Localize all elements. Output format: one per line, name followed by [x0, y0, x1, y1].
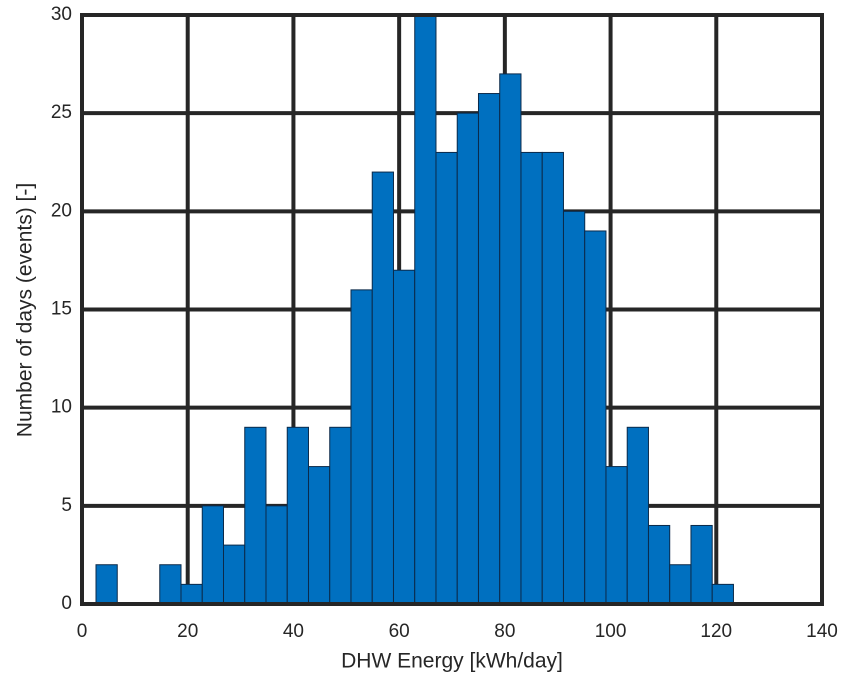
y-tick-label: 5	[61, 495, 72, 516]
bar	[222, 544, 246, 605]
bar	[371, 171, 394, 605]
y-tick-label: 30	[51, 4, 72, 25]
bar	[456, 112, 479, 605]
bar	[180, 583, 203, 605]
y-tick-label: 10	[51, 397, 72, 418]
y-tick-label: 0	[61, 593, 72, 614]
x-tick-label: 0	[77, 621, 88, 642]
bar	[307, 466, 331, 605]
bar	[520, 151, 543, 605]
bar	[265, 505, 288, 605]
bar	[329, 426, 352, 605]
x-tick-label: 140	[806, 621, 838, 642]
bar	[435, 151, 458, 605]
bar	[541, 151, 564, 605]
x-tick-label: 120	[700, 621, 732, 642]
bar	[647, 524, 671, 605]
bar	[95, 564, 118, 605]
x-tick-label: 100	[595, 621, 627, 642]
bar	[626, 426, 649, 605]
x-tick-label: 80	[494, 621, 515, 642]
bar	[584, 230, 607, 605]
x-axis-label: DHW Energy [kWh/day]	[341, 650, 563, 673]
bar	[669, 564, 692, 605]
x-tick-label: 40	[283, 621, 304, 642]
x-tick-label: 20	[177, 621, 198, 642]
y-axis-label: Number of days (events) [-]	[14, 183, 37, 437]
bar	[711, 583, 734, 605]
bar	[499, 73, 522, 605]
bar	[350, 289, 373, 605]
plot-frame	[80, 13, 824, 606]
bar	[690, 524, 713, 605]
bar	[414, 14, 437, 605]
x-tick-label: 60	[389, 621, 410, 642]
y-tick-label: 25	[51, 102, 72, 123]
bar	[605, 466, 628, 605]
bar	[477, 93, 501, 605]
bar	[286, 426, 309, 605]
bar	[201, 505, 224, 605]
bar	[562, 210, 586, 605]
y-tick-label: 15	[51, 299, 72, 320]
bar	[392, 269, 416, 605]
y-tick-label: 20	[51, 200, 72, 221]
bar	[159, 564, 182, 605]
bar	[244, 426, 267, 605]
